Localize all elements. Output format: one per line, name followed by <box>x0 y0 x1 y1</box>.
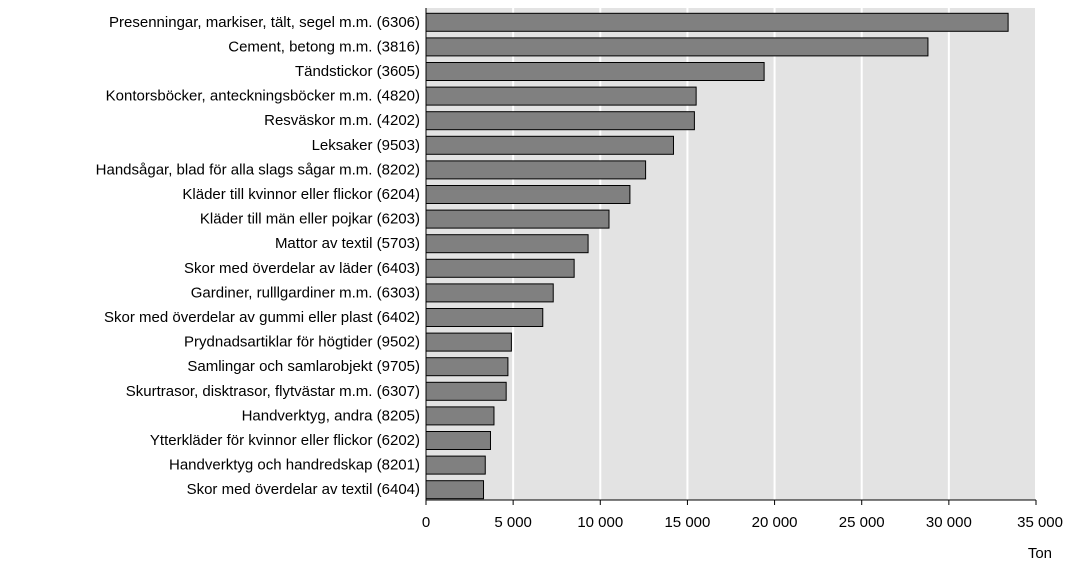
x-tick-label: 15 000 <box>664 514 710 531</box>
bar <box>425 111 695 131</box>
bar <box>425 455 486 475</box>
x-tick-label: 30 000 <box>926 514 972 531</box>
category-label: Cement, betong m.m. (3816) <box>228 38 420 55</box>
axes <box>425 8 1036 501</box>
bar <box>425 357 509 377</box>
bar <box>425 480 485 500</box>
category-label: Leksaker (9503) <box>312 137 420 154</box>
category-label: Resväskor m.m. (4202) <box>264 112 420 129</box>
category-label: Ytterkläder för kvinnor eller flickor (6… <box>150 432 420 449</box>
category-label: Skor med överdelar av gummi eller plast … <box>104 309 420 326</box>
x-tick-label: 35 000 <box>1017 514 1063 531</box>
x-tick-labels: 0 5 000 10 000 15 000 20 000 25 000 30 000 35 0… <box>422 500 1063 531</box>
category-label: Prydnadsartiklar för högtider (9502) <box>184 334 420 351</box>
category-label: Gardiner, rulllgardiner m.m. (6303) <box>191 284 420 301</box>
x-axis-unit-label: Ton <box>1028 545 1052 562</box>
bar <box>425 431 491 450</box>
bar <box>425 37 929 57</box>
bar <box>425 258 575 278</box>
category-label: Kläder till kvinnor eller flickor (6204) <box>182 186 420 203</box>
x-tick-label: 5 000 <box>494 514 532 531</box>
category-label: Kläder till män eller pojkar (6203) <box>200 211 420 228</box>
category-label: Handsågar, blad för alla slags sågar m.m… <box>96 161 420 178</box>
x-tick-label: 25 000 <box>839 514 885 531</box>
bar <box>425 12 1009 32</box>
bar <box>425 406 495 426</box>
category-label: Handverktyg och handredskap (8201) <box>169 457 420 474</box>
bar <box>425 160 647 180</box>
bar <box>425 209 610 229</box>
category-label: Skor med överdelar av läder (6403) <box>184 260 420 277</box>
category-label: Samlingar och samlarobjekt (9705) <box>187 358 420 375</box>
category-label: Presenningar, markiser, tält, segel m.m.… <box>109 14 420 31</box>
x-tick-label: 20 000 <box>752 514 798 531</box>
bar <box>425 234 589 254</box>
category-label: Kontorsböcker, anteckningsböcker m.m. (4… <box>106 88 420 105</box>
bar <box>425 332 512 352</box>
bar <box>425 283 554 303</box>
plot-area <box>426 8 1036 500</box>
x-tick-label: 0 <box>422 514 430 531</box>
bar <box>425 185 631 204</box>
category-label: Skor med överdelar av textil (6404) <box>187 481 420 498</box>
bar <box>425 135 674 155</box>
category-label: Skurtrasor, disktrasor, flytvästar m.m. … <box>126 383 420 400</box>
bars <box>425 12 1009 500</box>
x-tick-label: 10 000 <box>577 514 623 531</box>
bar <box>425 308 544 327</box>
bar <box>425 86 697 106</box>
bar <box>425 62 765 81</box>
category-label: Tändstickor (3605) <box>295 63 420 80</box>
bar <box>425 381 507 401</box>
category-label: Mattor av textil (5703) <box>275 235 420 252</box>
category-label: Handverktyg, andra (8205) <box>242 407 420 424</box>
category-labels: Presenningar, markiser, tält, segel m.m.… <box>96 14 420 498</box>
